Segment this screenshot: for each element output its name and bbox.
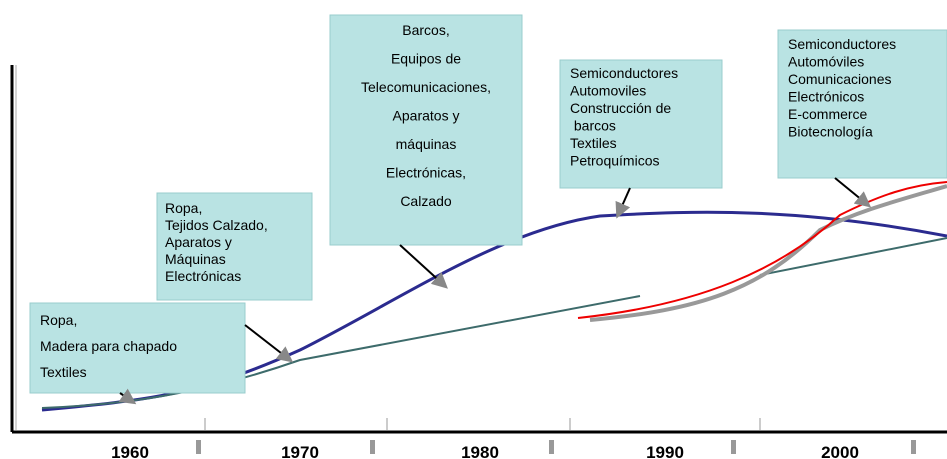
- box-line: Equipos de: [391, 51, 461, 67]
- box-line: Semiconductores: [788, 36, 896, 52]
- box-line: E-commerce: [788, 106, 868, 122]
- box-line: Semiconductores: [570, 65, 678, 81]
- box-line: Calzado: [400, 193, 452, 209]
- box-line: máquinas: [396, 136, 457, 152]
- box-line: Automoviles: [570, 83, 646, 99]
- decade-label: 1970: [281, 443, 319, 459]
- box-bg: [329, 14, 523, 246]
- box-line: Biotecnología: [788, 124, 873, 140]
- decade-label: 1960: [111, 443, 149, 459]
- box-line: Tejidos Calzado,: [165, 217, 268, 233]
- box-line: Electrónicas,: [386, 165, 466, 181]
- box-line: Aparatos y: [165, 234, 232, 250]
- box-line: Construcción de: [570, 100, 671, 116]
- text-box: Semiconductores AutomóvilesComunicaciones…: [777, 29, 947, 179]
- text-box: Ropa,Tejidos Calzado,Aparatos yMáquinasE…: [156, 192, 313, 301]
- box-line: Automóviles: [788, 54, 864, 70]
- box-line: Textiles: [570, 135, 617, 151]
- box-bg: [29, 302, 246, 394]
- box-line: Electrónicas: [165, 268, 241, 284]
- box-bg: [559, 59, 723, 189]
- box-line: Madera para chapado: [40, 338, 177, 354]
- text-box: Barcos, Equipos de Telecomunicaciones, Apar…: [329, 14, 523, 246]
- decade-label: 2000: [821, 443, 859, 459]
- box-bg: [156, 192, 313, 301]
- box-line: Textiles: [40, 364, 87, 380]
- decade-label: 1990: [646, 443, 684, 459]
- box-line: Barcos,: [402, 22, 449, 38]
- box-line: Aparatos y: [393, 108, 460, 124]
- box-line: Ropa,: [40, 312, 77, 328]
- text-box: Ropa, Madera para chapado Textiles: [29, 302, 246, 394]
- decade-label: 1980: [461, 443, 499, 459]
- axes: [10, 65, 947, 454]
- box-line: barcos: [570, 118, 616, 134]
- box-bg: [777, 29, 947, 179]
- box-line: Máquinas: [165, 251, 226, 267]
- box-line: Telecomunicaciones,: [361, 79, 491, 95]
- arrows: [118, 177, 872, 405]
- box-line: Comunicaciones: [788, 71, 892, 87]
- box-line: Petroquímicos: [570, 153, 659, 169]
- box-line: Ropa,: [165, 200, 202, 216]
- box-line: Electrónicos: [788, 89, 864, 105]
